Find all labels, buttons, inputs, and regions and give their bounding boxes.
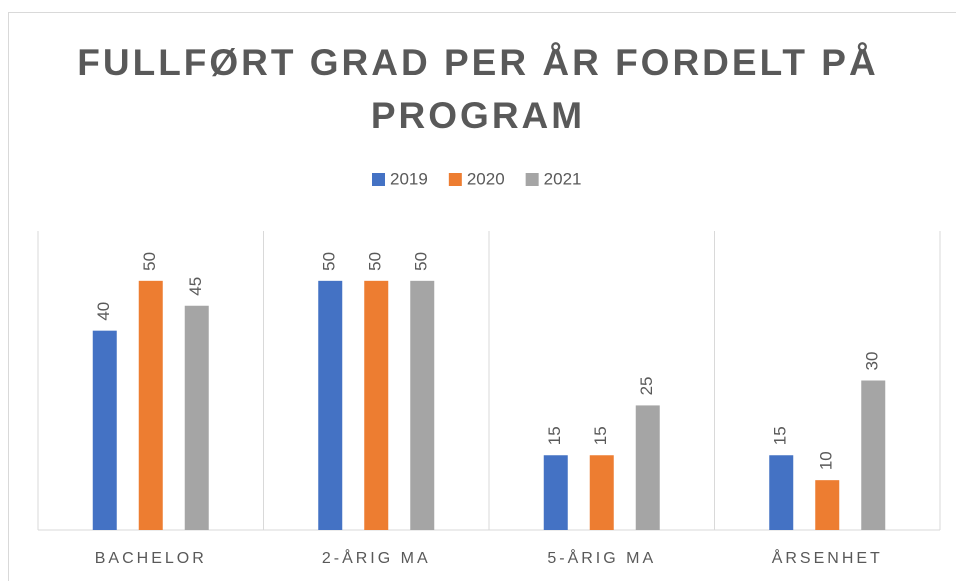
data-label: 45 bbox=[186, 277, 205, 296]
chart-title: FULLFØRT GRAD PER ÅR FORDELT PÅ PROGRAM bbox=[77, 42, 879, 136]
legend-swatch bbox=[372, 173, 385, 186]
bar bbox=[138, 280, 163, 530]
x-tick-label: ÅRSENHET bbox=[772, 548, 883, 567]
bar bbox=[184, 305, 209, 530]
legend-swatch bbox=[448, 173, 462, 186]
data-label: 25 bbox=[637, 376, 656, 395]
bar bbox=[364, 280, 389, 530]
bar bbox=[589, 455, 614, 530]
data-label: 10 bbox=[817, 451, 836, 470]
x-tick-label: BACHELOR bbox=[95, 550, 207, 567]
data-label: 15 bbox=[545, 426, 564, 445]
bar bbox=[410, 280, 435, 530]
bar bbox=[543, 455, 568, 530]
bar bbox=[318, 280, 343, 530]
bar bbox=[635, 405, 660, 530]
bar bbox=[861, 380, 886, 530]
legend-label: 2019 bbox=[390, 169, 428, 188]
data-label: 50 bbox=[320, 252, 339, 271]
data-label: 15 bbox=[771, 426, 790, 445]
data-label: 40 bbox=[94, 302, 113, 321]
data-label: 30 bbox=[863, 352, 882, 371]
legend-label: 2020 bbox=[467, 169, 505, 188]
x-tick-label: 2-ÅRIG MA bbox=[322, 548, 431, 567]
bar bbox=[815, 480, 840, 530]
data-label: 50 bbox=[366, 252, 385, 271]
bar bbox=[769, 455, 794, 530]
bar bbox=[92, 330, 117, 530]
data-label: 50 bbox=[412, 252, 431, 271]
data-label: 50 bbox=[140, 252, 159, 271]
legend-swatch bbox=[525, 173, 539, 186]
chart-border bbox=[8, 12, 956, 581]
legend-label: 2021 bbox=[544, 169, 582, 188]
data-label: 15 bbox=[591, 426, 610, 445]
x-tick-label: 5-ÅRIG MA bbox=[547, 548, 656, 567]
